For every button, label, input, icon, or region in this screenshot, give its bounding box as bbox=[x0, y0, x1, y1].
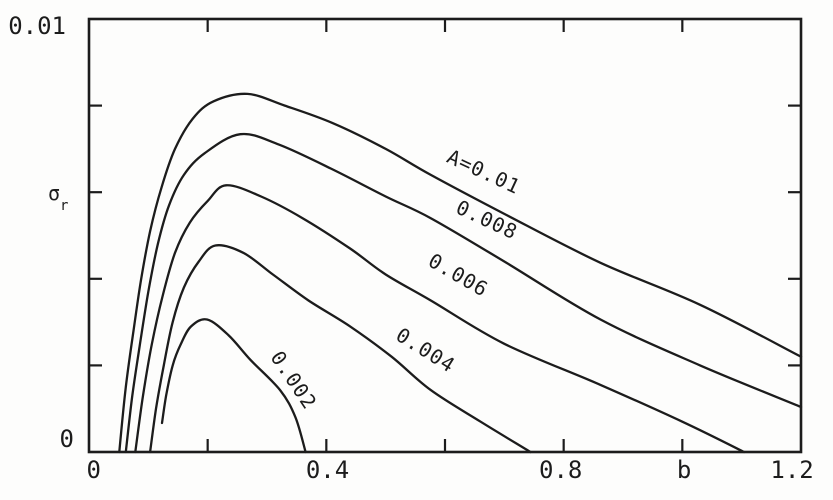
y-axis-title-subscript: r bbox=[60, 198, 68, 214]
x-tick-label: 1.2 bbox=[770, 456, 813, 484]
curve-label: 0.006 bbox=[424, 248, 492, 301]
curve-series-group bbox=[118, 92, 803, 454]
y-tick-label: 0.01 bbox=[8, 12, 66, 40]
curve-A-0-008 bbox=[124, 132, 803, 454]
x-tick-label: 0.8 bbox=[539, 456, 582, 484]
curve-A-0-004 bbox=[148, 244, 532, 454]
plot-frame bbox=[87, 17, 803, 454]
y-axis-title: σr bbox=[48, 181, 68, 214]
curve-label: 0.004 bbox=[392, 323, 460, 378]
curve-A-0-006 bbox=[134, 184, 746, 454]
axis-ticks bbox=[89, 19, 801, 452]
y-tick-label: 0 bbox=[60, 425, 74, 453]
curve-label: 0.002 bbox=[266, 346, 322, 413]
x-tick-label: 0 bbox=[87, 456, 101, 484]
axis-labels-group: 0 0.4 0.8 b 1.2 0.01 0 σr bbox=[8, 12, 814, 484]
x-tick-label: 0.4 bbox=[306, 456, 349, 484]
curve-label: A=0.01 bbox=[443, 144, 524, 199]
x-axis-title: b bbox=[677, 456, 691, 484]
curve-A-0-002 bbox=[160, 318, 307, 454]
y-axis-title-base: σ bbox=[48, 181, 60, 205]
curve-A-0-01 bbox=[118, 92, 803, 454]
